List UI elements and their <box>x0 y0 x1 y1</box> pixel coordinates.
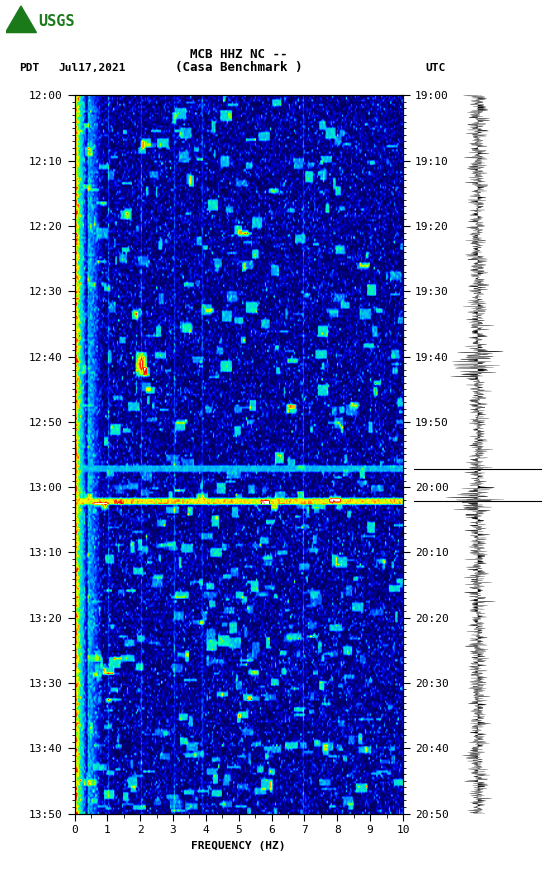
Text: PDT: PDT <box>19 63 40 73</box>
X-axis label: FREQUENCY (HZ): FREQUENCY (HZ) <box>192 841 286 851</box>
Polygon shape <box>6 6 36 33</box>
Text: (Casa Benchmark ): (Casa Benchmark ) <box>175 62 302 74</box>
Text: MCB HHZ NC --: MCB HHZ NC -- <box>190 48 288 61</box>
Text: USGS: USGS <box>39 14 75 29</box>
Text: UTC: UTC <box>425 63 445 73</box>
Text: Jul17,2021: Jul17,2021 <box>58 63 125 73</box>
